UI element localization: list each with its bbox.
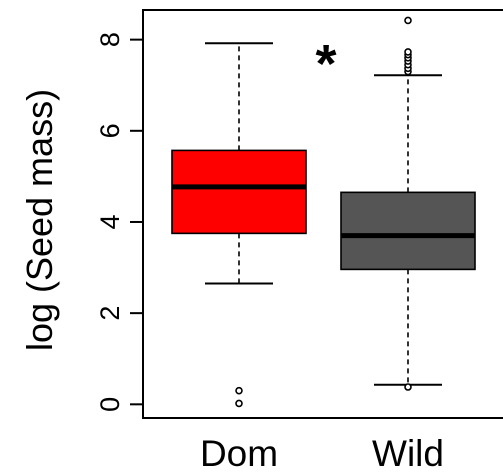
y-tick-label-8: 8 (95, 32, 125, 47)
dom-category-label: Dom (200, 433, 278, 474)
wild-outlier-7 (404, 48, 412, 56)
y-tick-label-2: 2 (95, 306, 125, 321)
y-tick-label-4: 4 (95, 214, 125, 229)
y-tick-label-6: 6 (95, 123, 125, 138)
dom-outlier-1 (235, 399, 243, 408)
plot-layer: 0 2 4 6 8 Dom Wild (95, 9, 503, 474)
significance-asterisk: * (315, 34, 336, 94)
dom-outlier-0 (235, 386, 243, 395)
dom-box (171, 149, 307, 235)
y-axis-title: log (Seed mass) (19, 89, 60, 351)
plot-frame (142, 9, 503, 419)
y-tick-label-0: 0 (95, 397, 125, 412)
wild-box (340, 191, 476, 271)
wild-outlier-8 (404, 16, 412, 25)
wild-outlier-0 (404, 383, 412, 391)
wild-category-label: Wild (372, 433, 444, 474)
